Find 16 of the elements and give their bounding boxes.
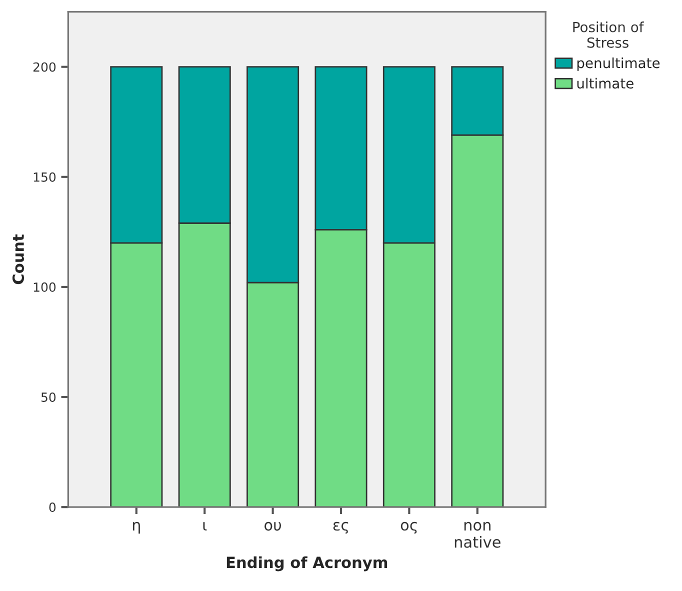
x-axis-title: Ending of Acronym xyxy=(226,556,388,572)
y-tick-label: 150 xyxy=(34,172,56,182)
x-tick-label: η xyxy=(132,522,140,534)
legend-label: penultimate xyxy=(577,57,660,71)
y-axis-title: Count xyxy=(12,234,24,284)
x-tick-label: ος xyxy=(400,522,417,534)
y-tick-label: 100 xyxy=(34,282,56,292)
y-tick-label: 0 xyxy=(49,502,56,512)
legend-title: Position of Stress xyxy=(573,22,644,48)
x-tick-label: ου xyxy=(264,522,282,531)
x-tick-label: non native xyxy=(454,522,500,548)
x-tick-label: ι xyxy=(203,522,207,530)
y-tick-label: 200 xyxy=(33,62,56,72)
x-tick-label: ες xyxy=(333,522,348,534)
legend-label: ultimate xyxy=(577,78,634,89)
y-tick-label: 50 xyxy=(41,392,56,402)
